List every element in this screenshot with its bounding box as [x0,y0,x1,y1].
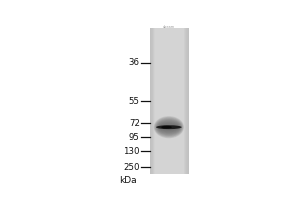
Bar [150,28,189,174]
Bar [150,28,154,174]
Text: 36: 36 [129,58,140,67]
Ellipse shape [156,120,182,135]
Bar [184,28,189,174]
Bar [150,28,151,174]
Bar [150,28,155,174]
Ellipse shape [154,116,184,138]
Bar [186,28,189,174]
Text: 250: 250 [123,163,140,172]
Text: 95: 95 [129,133,140,142]
Bar [184,28,189,174]
Ellipse shape [155,118,183,137]
Bar [150,28,153,174]
Ellipse shape [154,117,184,138]
Ellipse shape [156,125,182,129]
Bar [185,28,189,174]
Bar [187,28,189,174]
Ellipse shape [161,126,172,129]
Bar [150,28,152,174]
Bar [150,28,155,174]
Bar [188,28,189,174]
Ellipse shape [155,118,182,136]
Text: kDa: kDa [119,176,136,185]
Ellipse shape [157,121,181,134]
Text: 55: 55 [129,97,140,106]
Ellipse shape [156,119,182,135]
Bar [150,28,153,174]
Bar [150,28,154,174]
Text: 72: 72 [129,119,140,128]
Bar [150,28,152,174]
Bar [187,28,189,174]
Bar [150,28,151,174]
Bar [188,28,189,174]
Text: 130: 130 [123,147,140,156]
Bar [186,28,189,174]
Text: abeam: abeam [163,25,175,29]
Bar [185,28,189,174]
